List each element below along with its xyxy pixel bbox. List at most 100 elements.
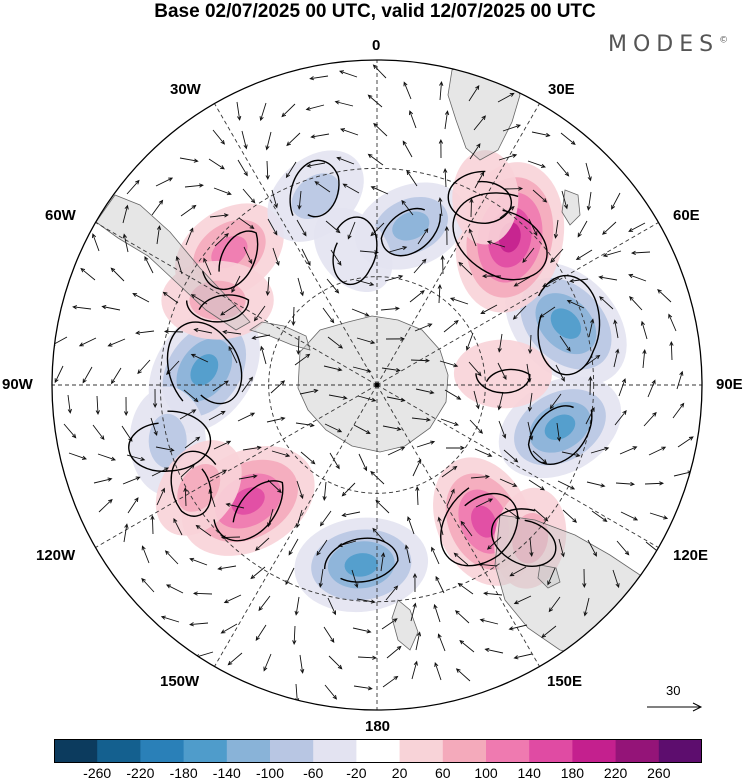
wind-arrow <box>498 420 507 439</box>
wind-arrow <box>381 367 401 373</box>
streamline <box>527 405 593 465</box>
wind-arrow <box>291 306 296 327</box>
contour-band <box>453 339 552 409</box>
wind-arrow <box>677 436 694 448</box>
wind-arrow <box>586 481 606 488</box>
colorbar-segment <box>572 739 617 763</box>
wind-arrow <box>437 633 446 652</box>
wind-arrow <box>630 250 651 256</box>
colorbar-segment <box>658 739 702 763</box>
colorbar-ticks: -260 -220 -180 -140 -100 -60 -20 20 60 100 140 180 2… <box>0 764 750 783</box>
colorbar-segment <box>313 739 357 763</box>
wind-arrow <box>296 335 301 356</box>
wind-arrow <box>141 545 150 564</box>
wind-arrow <box>513 276 531 287</box>
wind-arrow <box>513 595 532 605</box>
streamline <box>166 321 243 405</box>
wind-arrow <box>503 186 524 191</box>
wind-arrow <box>561 451 581 458</box>
south-pole-dot <box>374 382 380 388</box>
wind-arrow <box>251 334 271 340</box>
wind-arrow <box>357 655 378 660</box>
streamline <box>452 192 548 281</box>
wind-arrow <box>295 509 303 529</box>
wind-arrow <box>444 225 449 246</box>
wind-arrow <box>483 591 503 596</box>
wind-arrow <box>414 323 433 332</box>
wind-arrow <box>285 161 297 179</box>
wind-arrow <box>407 516 415 535</box>
wind-arrow <box>416 440 436 448</box>
wind-arrow <box>123 396 129 417</box>
wind-arrow <box>433 603 441 623</box>
wind-arrow <box>297 277 304 297</box>
wind-arrow <box>402 140 413 158</box>
wind-arrow <box>299 388 319 395</box>
streamline <box>323 537 399 583</box>
wind-arrow <box>586 191 592 211</box>
wind-arrow <box>387 446 406 456</box>
wind-arrow <box>412 572 418 593</box>
wind-arrow <box>78 337 97 347</box>
wind-arrow <box>657 288 672 303</box>
streamline <box>201 230 259 291</box>
anomaly-center <box>453 339 552 409</box>
wind-arrow <box>255 537 270 551</box>
colorbar-tick-label: -20 <box>346 765 367 781</box>
streamline <box>537 274 601 376</box>
wind-arrow <box>322 307 335 324</box>
wind-arrow <box>195 524 212 537</box>
wind-arrow <box>647 379 656 398</box>
wind-arrow <box>469 143 481 160</box>
wind-arrow <box>583 597 590 617</box>
wind-arrow <box>107 338 126 347</box>
wind-arrow <box>314 181 331 193</box>
wind-arrow <box>497 391 504 411</box>
wind-arrow <box>258 595 271 612</box>
wind-arrow <box>439 360 459 368</box>
wind-arrow <box>431 546 440 565</box>
wind-arrow <box>367 153 384 166</box>
wind-arrow <box>410 358 431 363</box>
wind-arrow <box>263 653 272 672</box>
wind-arrow <box>381 618 398 630</box>
wind-arrow <box>410 602 417 622</box>
wind-arrow <box>341 482 356 497</box>
wind-arrow <box>522 247 535 264</box>
wind-arrow <box>156 225 162 245</box>
wind-arrow <box>328 394 348 400</box>
wind-arrow <box>209 469 228 479</box>
wind-arrow <box>560 132 576 146</box>
antarctic-peninsula-land <box>249 321 311 351</box>
wind-arrow <box>347 221 356 240</box>
reference-vector-head <box>692 702 703 712</box>
streamline <box>380 207 441 257</box>
wind-arrow <box>588 318 595 338</box>
wind-arrow <box>231 275 241 293</box>
colorbar-tick-label: 260 <box>647 765 671 781</box>
colorbar-tick-label: 220 <box>603 765 628 781</box>
wind-arrow <box>528 334 533 355</box>
wind-arrow <box>223 594 242 604</box>
wind-arrow <box>255 624 267 641</box>
wind-arrow <box>406 170 418 187</box>
wind-arrow <box>611 192 621 210</box>
colorbar-segment <box>226 739 271 763</box>
wind-arrow <box>250 566 266 580</box>
latitude-circle <box>159 167 595 603</box>
wind-arrow <box>126 454 146 462</box>
wind-arrow <box>122 476 141 485</box>
wind-arrow <box>253 305 266 322</box>
wind-arrow <box>285 567 295 586</box>
label-lon-90w: 90W <box>2 376 33 393</box>
wind-arrow <box>465 332 474 351</box>
wind-arrow <box>265 276 270 296</box>
wind-arrow <box>412 458 422 477</box>
colorbar-segment <box>54 739 98 763</box>
wind-arrow <box>417 227 429 245</box>
contour-band <box>291 173 340 219</box>
wind-arrow <box>559 335 571 352</box>
label-lon-0: 0 <box>372 37 381 54</box>
wind-arrow <box>342 183 360 194</box>
brand-mark: © <box>719 35 729 46</box>
